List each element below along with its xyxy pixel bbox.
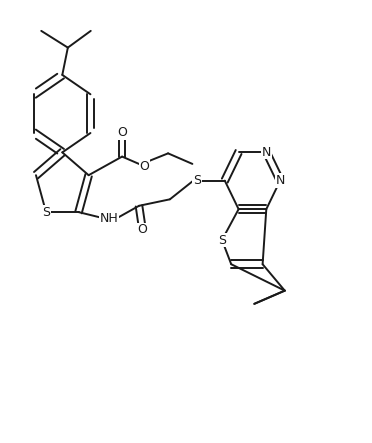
Text: O: O	[117, 126, 127, 139]
Text: S: S	[218, 233, 226, 246]
Text: O: O	[138, 223, 147, 236]
Text: N: N	[275, 174, 285, 187]
Text: S: S	[193, 174, 201, 187]
Text: N: N	[262, 145, 271, 159]
Text: O: O	[140, 160, 150, 173]
Text: NH: NH	[100, 212, 119, 225]
Text: S: S	[42, 206, 50, 218]
